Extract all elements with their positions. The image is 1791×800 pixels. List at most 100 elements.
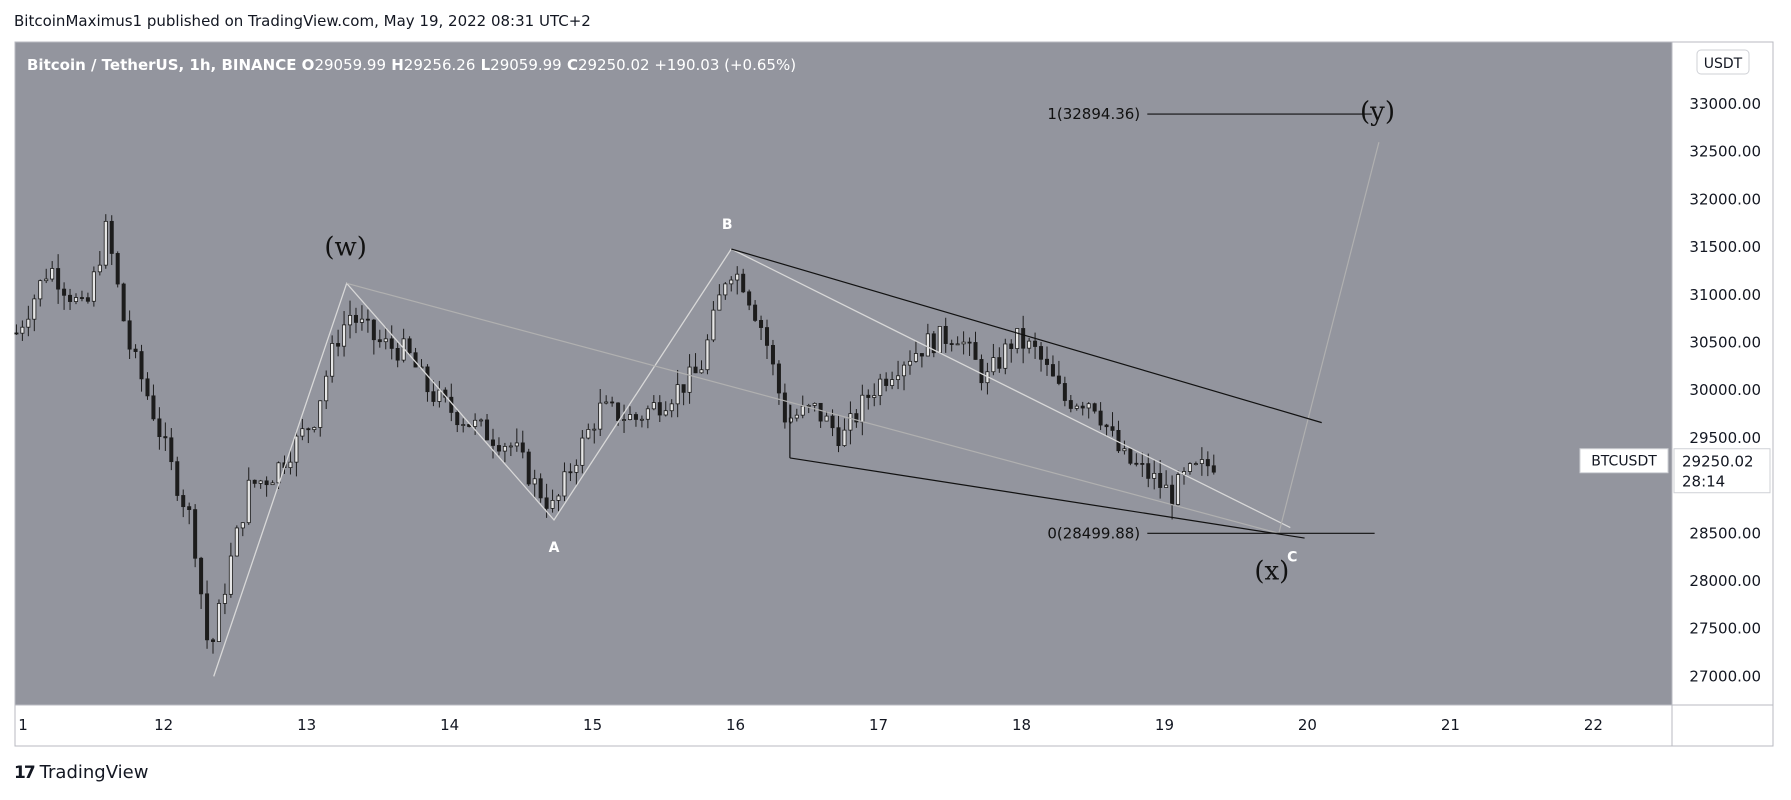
candle[interactable]: [222, 583, 227, 615]
candle[interactable]: [371, 318, 376, 355]
candle[interactable]: [794, 408, 799, 422]
candle[interactable]: [1164, 470, 1169, 488]
candle[interactable]: [967, 337, 972, 356]
candle[interactable]: [490, 428, 495, 459]
candle[interactable]: [717, 284, 722, 311]
candle[interactable]: [902, 361, 907, 391]
candle[interactable]: [598, 388, 603, 437]
candle[interactable]: [1027, 337, 1032, 354]
candle[interactable]: [26, 305, 31, 337]
candle[interactable]: [991, 343, 996, 376]
candle[interactable]: [1110, 412, 1115, 437]
candle[interactable]: [824, 411, 829, 422]
candle[interactable]: [1044, 346, 1049, 376]
candle[interactable]: [324, 370, 329, 410]
candle[interactable]: [574, 459, 579, 485]
candle[interactable]: [836, 415, 841, 453]
candle[interactable]: [502, 442, 507, 463]
candle[interactable]: [747, 289, 752, 311]
candle[interactable]: [121, 282, 126, 322]
candle[interactable]: [193, 504, 198, 568]
candle[interactable]: [1104, 423, 1109, 436]
candle[interactable]: [610, 396, 615, 407]
candle[interactable]: [532, 469, 537, 499]
candle[interactable]: [252, 479, 257, 488]
candle[interactable]: [872, 383, 877, 407]
candle[interactable]: [1199, 447, 1204, 476]
candle[interactable]: [526, 448, 531, 487]
time-axis[interactable]: [15, 705, 1773, 746]
candle[interactable]: [628, 406, 633, 421]
candle[interactable]: [1062, 376, 1067, 407]
candle[interactable]: [20, 320, 25, 341]
candle[interactable]: [669, 399, 674, 418]
candle[interactable]: [50, 261, 55, 282]
candle[interactable]: [884, 372, 889, 392]
candle[interactable]: [169, 428, 174, 471]
currency-badge[interactable]: [1696, 49, 1750, 75]
candle[interactable]: [514, 428, 519, 452]
candle[interactable]: [115, 251, 120, 288]
candle[interactable]: [562, 462, 567, 502]
candle[interactable]: [151, 384, 156, 421]
candle[interactable]: [103, 214, 108, 269]
candle[interactable]: [211, 637, 216, 654]
candle[interactable]: [1205, 451, 1210, 477]
last-price-tag[interactable]: [1673, 448, 1771, 494]
candle[interactable]: [538, 473, 543, 503]
candle[interactable]: [753, 300, 758, 322]
candle[interactable]: [896, 360, 901, 390]
candle[interactable]: [1039, 341, 1044, 372]
candle[interactable]: [383, 326, 388, 350]
price-axis[interactable]: [1672, 42, 1773, 705]
candle[interactable]: [776, 360, 781, 405]
candle[interactable]: [1074, 403, 1079, 411]
candle[interactable]: [163, 422, 168, 451]
candle[interactable]: [56, 254, 61, 304]
wedge-upper-line[interactable]: [731, 248, 1322, 424]
candle[interactable]: [181, 489, 186, 518]
candle[interactable]: [234, 525, 239, 557]
candle[interactable]: [770, 339, 775, 376]
candle[interactable]: [479, 418, 484, 427]
candle[interactable]: [878, 373, 883, 406]
candle[interactable]: [389, 325, 394, 360]
candle[interactable]: [312, 426, 317, 433]
candle[interactable]: [455, 409, 460, 433]
candle[interactable]: [348, 300, 353, 339]
candle[interactable]: [270, 480, 275, 486]
candle[interactable]: [1003, 338, 1008, 375]
candle[interactable]: [365, 309, 370, 333]
candle[interactable]: [1128, 447, 1133, 466]
candle[interactable]: [842, 418, 847, 447]
candle[interactable]: [496, 437, 501, 456]
candle[interactable]: [931, 331, 936, 358]
candle[interactable]: [377, 329, 382, 348]
candle[interactable]: [973, 331, 978, 360]
candle[interactable]: [782, 383, 787, 429]
candle[interactable]: [735, 266, 740, 295]
candle[interactable]: [1050, 355, 1055, 377]
candle[interactable]: [633, 412, 638, 427]
candle[interactable]: [1187, 462, 1192, 475]
candle[interactable]: [288, 450, 293, 475]
candle[interactable]: [1086, 402, 1091, 419]
candle[interactable]: [705, 334, 710, 375]
candle[interactable]: [127, 310, 132, 359]
candle[interactable]: [73, 293, 78, 305]
candle[interactable]: [907, 350, 912, 375]
candle[interactable]: [759, 315, 764, 341]
candle[interactable]: [1146, 453, 1151, 488]
candle[interactable]: [818, 402, 823, 428]
candle[interactable]: [955, 336, 960, 346]
candle[interactable]: [1176, 470, 1181, 506]
candle[interactable]: [681, 384, 686, 406]
candle[interactable]: [139, 344, 144, 392]
candle[interactable]: [1098, 402, 1103, 431]
candle[interactable]: [1152, 459, 1157, 490]
candle[interactable]: [723, 282, 728, 300]
candle[interactable]: [258, 479, 263, 489]
candle[interactable]: [353, 307, 358, 334]
candle[interactable]: [342, 311, 347, 357]
candle[interactable]: [788, 404, 793, 424]
